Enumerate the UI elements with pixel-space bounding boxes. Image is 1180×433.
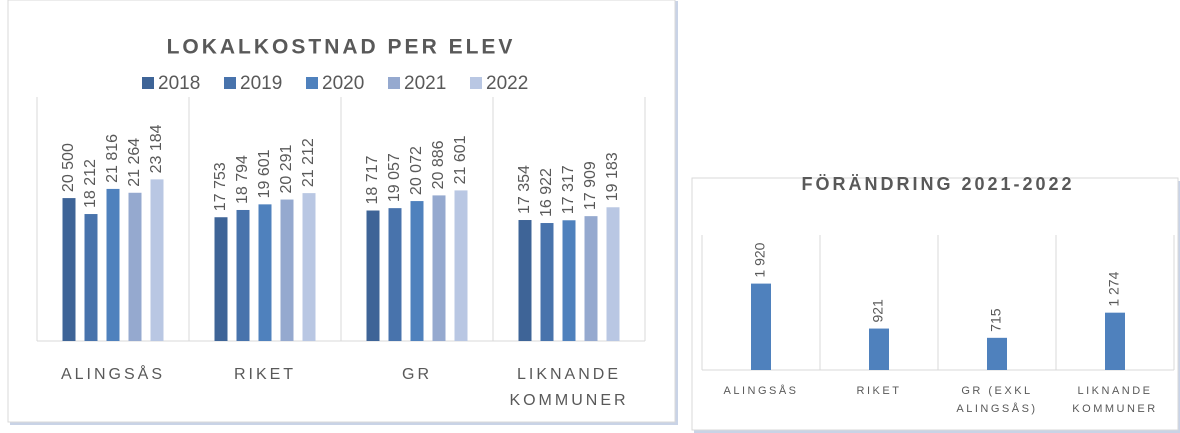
bar: [388, 208, 402, 341]
bar: [62, 198, 76, 341]
data-label: 715: [988, 308, 1004, 332]
bar: [410, 201, 424, 341]
bar: [751, 283, 771, 370]
data-label: 18 212: [82, 159, 99, 208]
chart-frame: [691, 177, 1179, 431]
data-label: 20 291: [278, 145, 295, 194]
bar: [150, 179, 164, 341]
data-label: 18 794: [234, 155, 251, 204]
bar: [454, 190, 468, 341]
data-label: 21 212: [300, 138, 317, 187]
data-label: 921: [870, 299, 886, 323]
data-label: 19 057: [386, 153, 403, 202]
bar: [432, 195, 446, 341]
data-label: 17 354: [516, 165, 533, 214]
x-tick-label: RIKET: [856, 385, 902, 397]
x-tick-label: LIKNANDE KOMMUNER: [509, 366, 629, 409]
data-label: 17 753: [212, 162, 229, 211]
chart-title: FÖRÄNDRING 2021-2022: [801, 174, 1074, 194]
bar: [1105, 312, 1125, 370]
chart-title: LOKALKOSTNAD PER ELEV: [167, 36, 516, 59]
legend-swatch: [224, 77, 236, 89]
bar: [987, 337, 1007, 370]
bar: [214, 217, 228, 341]
data-label: 23 184: [148, 124, 165, 173]
bar: [366, 210, 380, 341]
legend-label: 2021: [404, 73, 446, 94]
bar: [302, 193, 316, 341]
legend-swatch: [306, 77, 318, 89]
bar: [84, 214, 98, 341]
data-label: 21 601: [452, 135, 469, 184]
x-tick-label: ALINGSÅS: [723, 385, 799, 397]
data-label: 17 317: [560, 165, 577, 214]
bar: [518, 220, 532, 341]
bar: [606, 207, 620, 341]
x-tick-label: RIKET: [233, 366, 297, 383]
legend-swatch: [142, 77, 154, 89]
bar: [869, 328, 889, 370]
data-label: 19 601: [256, 149, 273, 198]
legend-swatch: [388, 77, 400, 89]
bar: [562, 220, 576, 341]
data-label: 19 183: [604, 152, 621, 201]
data-label: 21 264: [126, 138, 143, 187]
bar: [540, 223, 554, 341]
bar: [236, 209, 250, 341]
x-tick-label: GR: [402, 366, 432, 383]
bar: [258, 204, 272, 341]
bar: [106, 188, 120, 341]
data-label: 20 500: [60, 143, 77, 192]
data-label: 18 717: [364, 155, 381, 204]
data-label: 20 072: [408, 146, 425, 195]
data-label: 1 274: [1106, 271, 1122, 306]
data-label: 1 920: [752, 242, 768, 277]
legend-swatch: [470, 77, 482, 89]
legend-label: 2020: [322, 73, 364, 94]
legend-label: 2022: [486, 73, 528, 94]
x-tick-label: ALINGSÅS: [60, 366, 166, 383]
legend-label: 2019: [240, 73, 282, 94]
x-tick-label: LIKNANDE KOMMUNER: [1072, 385, 1158, 415]
legend-label: 2018: [158, 73, 200, 94]
bar: [280, 199, 294, 341]
data-label: 17 909: [582, 161, 599, 210]
data-label: 20 886: [430, 140, 447, 189]
data-label: 16 922: [538, 168, 555, 217]
data-label: 21 816: [104, 134, 121, 183]
bar: [128, 192, 142, 341]
bar: [584, 216, 598, 341]
x-tick-label: GR (EXKL ALINGSÅS): [956, 385, 1038, 415]
